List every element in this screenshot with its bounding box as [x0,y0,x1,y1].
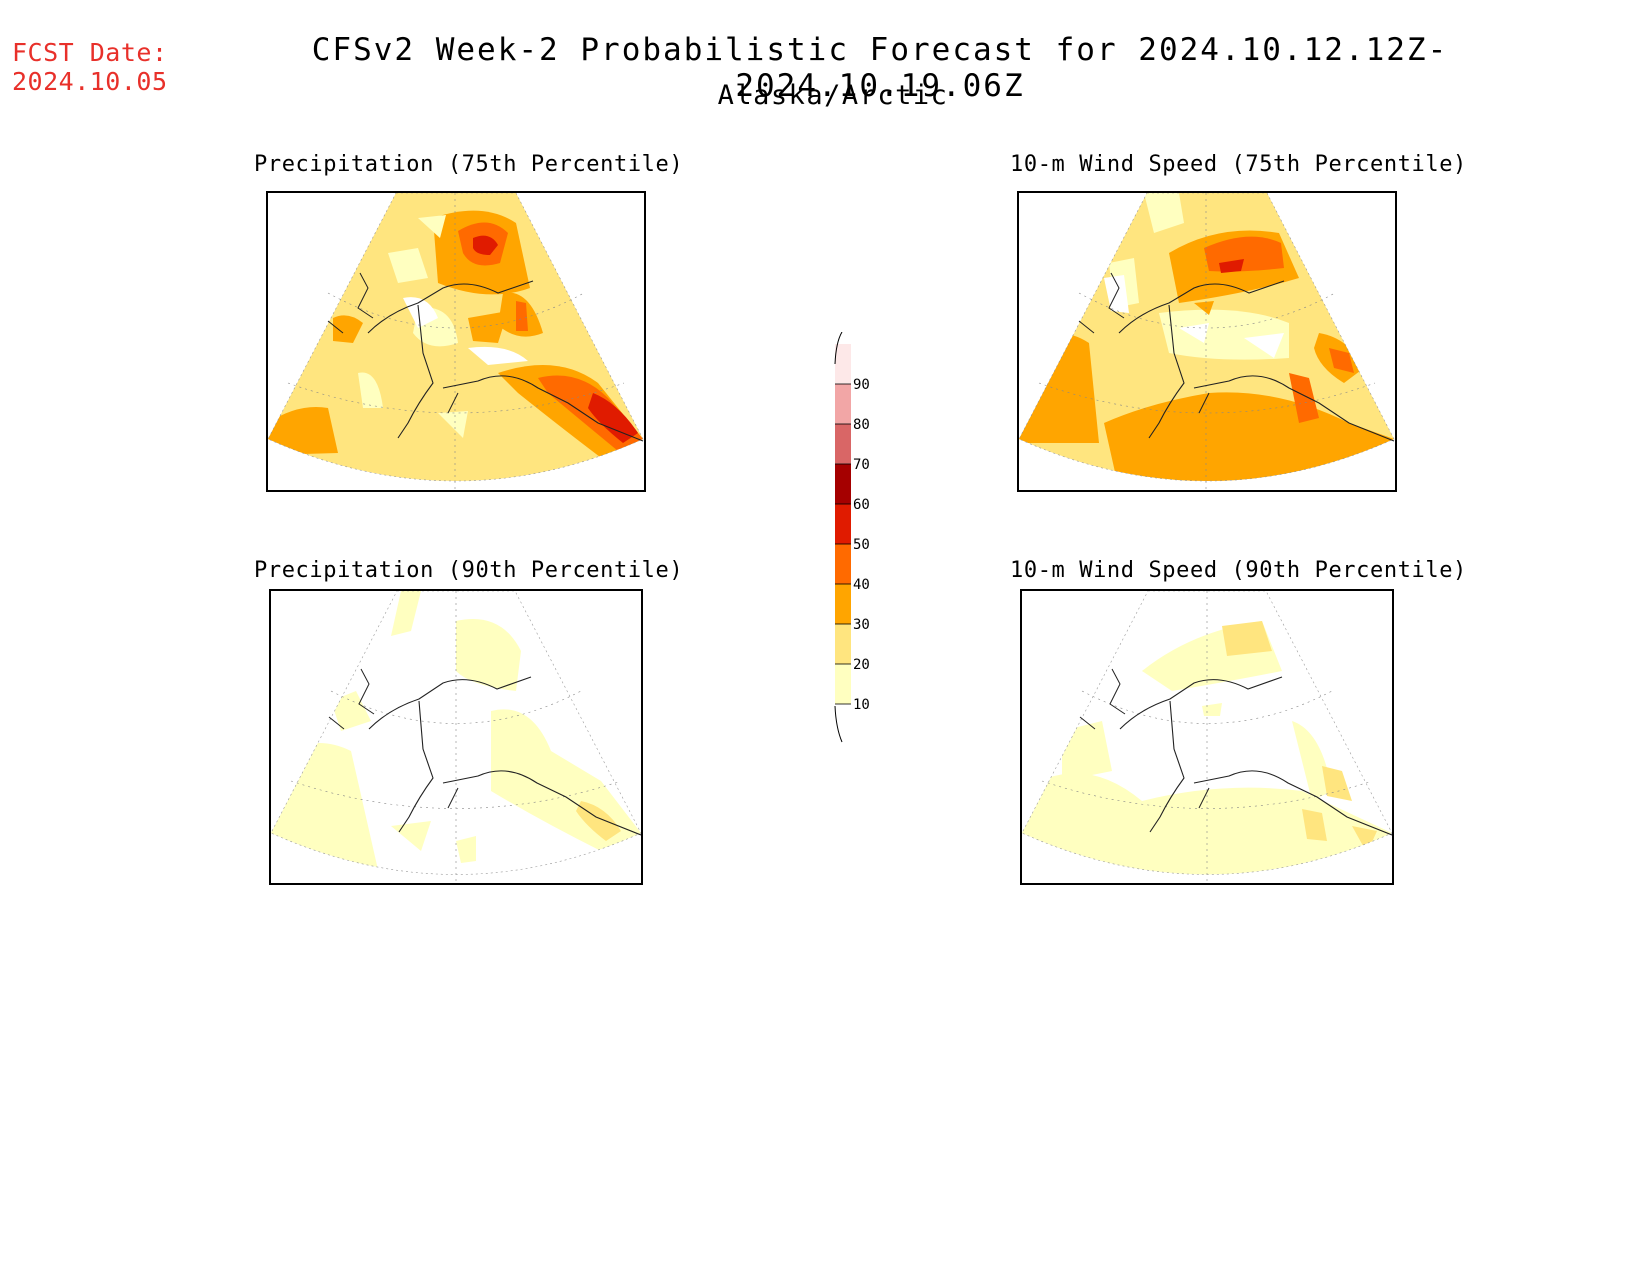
colorbar-swatch [835,624,851,664]
colorbar-tick-label: 60 [853,497,870,513]
forecast-date-value: 2024.10.05 [12,67,168,96]
colorbar-legend: 10 20 30 40 50 60 70 80 90 [834,332,870,743]
panel-title-wind-75: 10-m Wind Speed (75th Percentile) [1010,152,1467,177]
colorbar-tick-label: 20 [853,657,870,673]
map-wind-75 [1019,193,1395,490]
colorbar-tick-label: 80 [853,417,870,433]
colorbar-tick-label: 70 [853,457,870,473]
colorbar-swatch [835,424,851,464]
colorbar-tick-label: 30 [853,617,870,633]
map-precip-75 [268,193,644,490]
colorbar-swatch [835,344,851,384]
map-panel-precip-90 [269,589,643,885]
panel-title-precip-75: Precipitation (75th Percentile) [254,152,684,177]
map-precip-90 [271,591,641,883]
forecast-date-label: FCST Date: 2024.10.05 [12,38,168,96]
forecast-date-caption: FCST Date: [12,38,168,67]
page-title: CFSv2 Week-2 Probabilistic Forecast for … [311,32,1449,104]
map-wind-90 [1022,591,1392,883]
colorbar-swatch [835,464,851,504]
colorbar-swatch [835,504,851,544]
panel-title-precip-90: Precipitation (90th Percentile) [254,558,684,583]
colorbar-tick-label: 10 [853,697,870,713]
colorbar-tick-label: 50 [853,537,870,553]
colorbar-swatch [835,544,851,584]
page-subtitle: Alaska/Arctic [717,80,949,111]
panel-title-wind-90: 10-m Wind Speed (90th Percentile) [1010,558,1467,583]
map-panel-wind-75 [1017,191,1397,492]
colorbar-tick-label: 40 [853,577,870,593]
colorbar-swatch [835,384,851,424]
colorbar-swatch [835,664,851,704]
map-panel-wind-90 [1020,589,1394,885]
colorbar-swatch [835,584,851,624]
map-panel-precip-75 [266,191,646,492]
colorbar-tick-label: 90 [853,377,870,393]
